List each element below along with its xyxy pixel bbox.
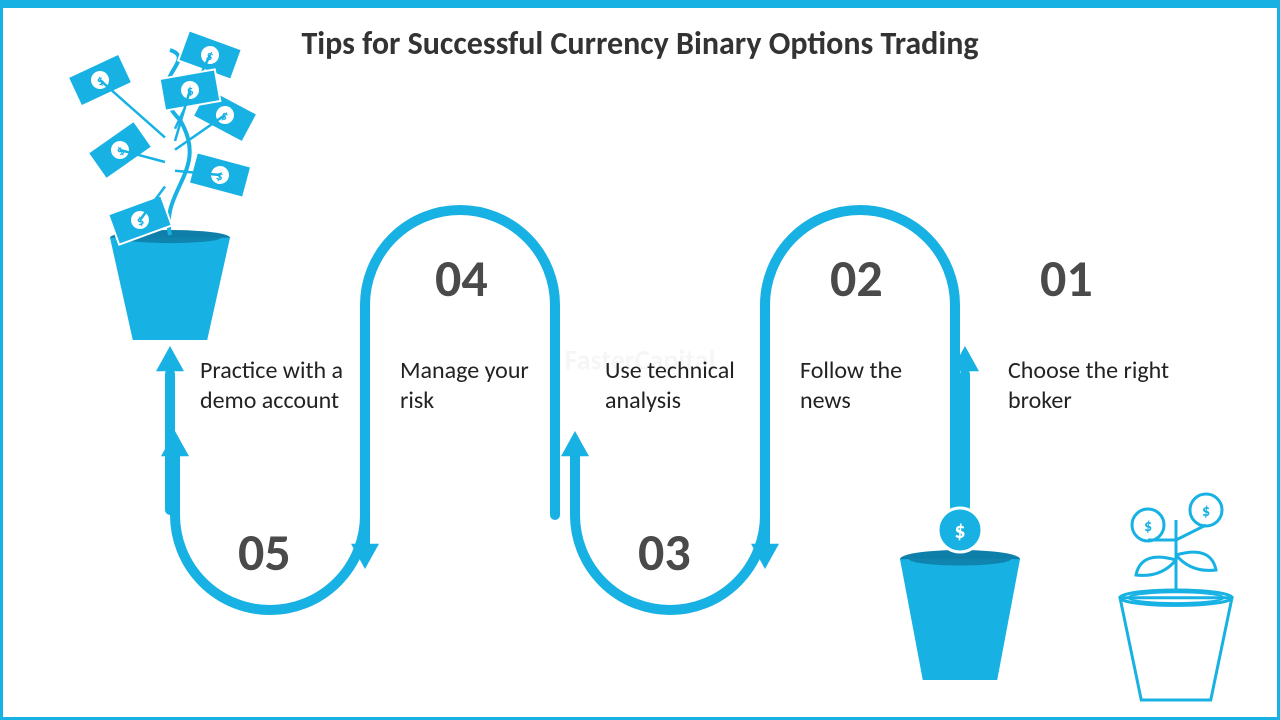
step-number: 05 (238, 520, 291, 584)
step-text: Practice with a demo account (200, 356, 350, 416)
step-number: 03 (638, 520, 691, 584)
step-text: Manage your risk (400, 356, 550, 416)
step-number: 01 (1040, 246, 1093, 310)
money-tree-icon: $$$$$$$ (68, 30, 257, 340)
svg-text:$: $ (1144, 517, 1152, 536)
coin-pot-icon: $ (900, 508, 1020, 680)
step-number: 04 (435, 246, 488, 310)
step-text: Choose the right broker (1008, 356, 1178, 416)
svg-text:$: $ (1202, 502, 1210, 521)
step-text: Use technical analysis (605, 356, 755, 416)
svg-text:$: $ (954, 517, 965, 544)
step-number: 02 (830, 246, 883, 310)
step-text: Follow the news (800, 356, 950, 416)
sprout-pot-icon: $$ (1120, 494, 1232, 700)
